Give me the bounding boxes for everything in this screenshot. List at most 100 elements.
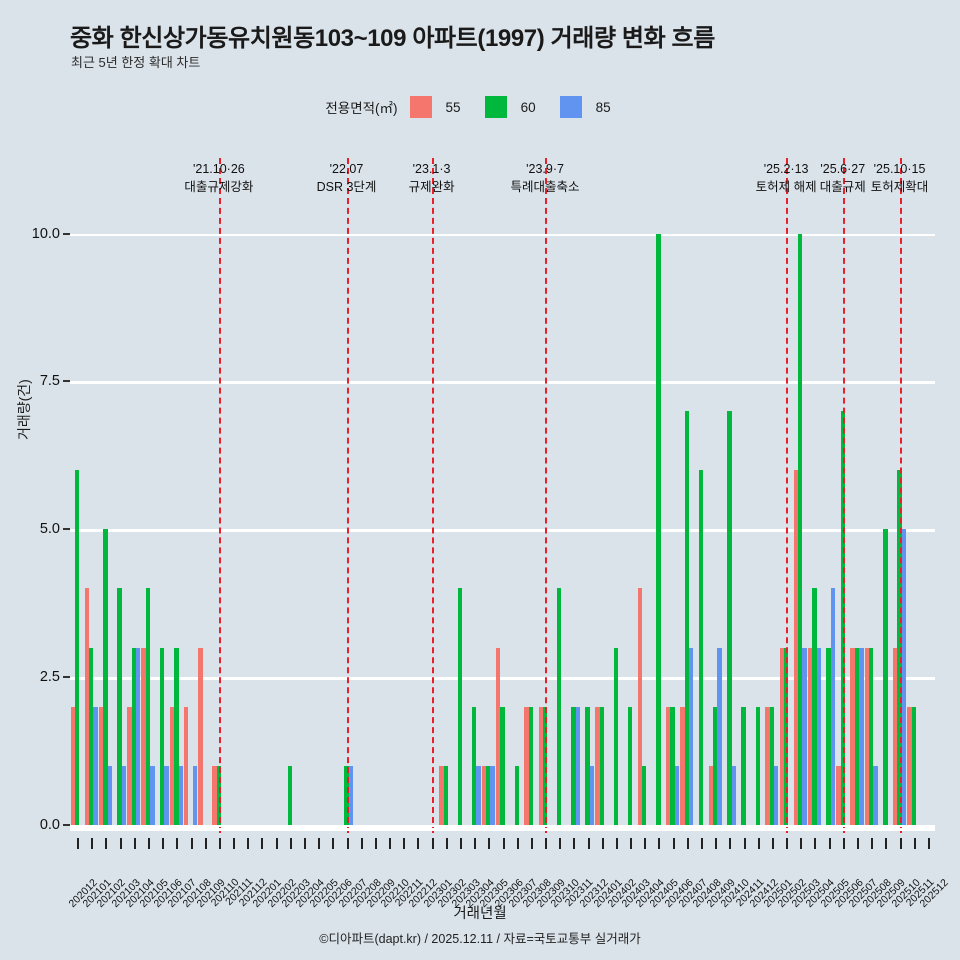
- bar[interactable]: [528, 706, 534, 825]
- bar[interactable]: [802, 647, 807, 825]
- bar[interactable]: [765, 706, 770, 825]
- bar[interactable]: [212, 765, 217, 825]
- bar[interactable]: [141, 647, 146, 825]
- bar[interactable]: [131, 647, 136, 825]
- bar[interactable]: [769, 706, 775, 825]
- bar[interactable]: [84, 588, 90, 825]
- bar[interactable]: [689, 647, 694, 825]
- bar[interactable]: [826, 647, 831, 825]
- bar[interactable]: [514, 765, 519, 825]
- bar[interactable]: [830, 588, 836, 825]
- bar[interactable]: [595, 706, 600, 825]
- bar[interactable]: [74, 470, 80, 825]
- bar[interactable]: [779, 647, 784, 825]
- bar[interactable]: [901, 529, 907, 825]
- bar[interactable]: [774, 765, 779, 825]
- bar[interactable]: [627, 706, 633, 825]
- bar[interactable]: [674, 765, 680, 825]
- bar[interactable]: [642, 765, 647, 825]
- bar[interactable]: [287, 765, 292, 825]
- bar[interactable]: [670, 706, 675, 825]
- bar[interactable]: [589, 765, 595, 825]
- bar[interactable]: [807, 647, 813, 825]
- bar[interactable]: [713, 706, 718, 825]
- bar[interactable]: [798, 233, 803, 825]
- bar[interactable]: [524, 706, 529, 825]
- bar[interactable]: [486, 765, 491, 825]
- bar[interactable]: [192, 765, 198, 825]
- bar[interactable]: [656, 233, 661, 825]
- bar[interactable]: [117, 588, 122, 825]
- bar[interactable]: [575, 706, 580, 825]
- bar[interactable]: [571, 706, 576, 825]
- bar[interactable]: [680, 706, 685, 825]
- bar[interactable]: [836, 765, 841, 825]
- legend-label-55: 55: [445, 99, 461, 115]
- bar[interactable]: [103, 529, 108, 825]
- bar[interactable]: [127, 706, 132, 825]
- bar[interactable]: [93, 706, 98, 825]
- bar[interactable]: [538, 706, 543, 825]
- legend-item-85[interactable]: 85: [559, 96, 625, 118]
- bar[interactable]: [344, 765, 349, 825]
- bar[interactable]: [812, 588, 817, 825]
- bar[interactable]: [159, 647, 165, 825]
- bar[interactable]: [911, 706, 916, 825]
- bar[interactable]: [457, 588, 463, 825]
- bar[interactable]: [198, 647, 203, 825]
- bar[interactable]: [178, 765, 183, 825]
- bar[interactable]: [755, 706, 760, 825]
- bar[interactable]: [708, 765, 714, 825]
- bar[interactable]: [184, 706, 189, 825]
- bar[interactable]: [98, 706, 104, 825]
- bar[interactable]: [490, 765, 495, 825]
- bar[interactable]: [495, 647, 501, 825]
- bar[interactable]: [883, 529, 888, 825]
- bar[interactable]: [864, 647, 869, 825]
- bar[interactable]: [164, 765, 169, 825]
- bar[interactable]: [666, 706, 671, 825]
- bar[interactable]: [599, 706, 604, 825]
- bar[interactable]: [684, 411, 689, 825]
- bar[interactable]: [145, 588, 151, 825]
- bar[interactable]: [637, 588, 643, 825]
- bar[interactable]: [471, 706, 477, 825]
- bar[interactable]: [850, 647, 855, 825]
- bar[interactable]: [585, 706, 590, 825]
- bar[interactable]: [873, 765, 878, 825]
- bar[interactable]: [169, 706, 175, 825]
- bar[interactable]: [150, 765, 155, 825]
- bar[interactable]: [717, 647, 722, 825]
- bar[interactable]: [174, 647, 179, 825]
- legend-item-55[interactable]: 55: [409, 96, 475, 118]
- bar[interactable]: [869, 647, 874, 825]
- bar[interactable]: [816, 647, 821, 825]
- bar[interactable]: [613, 647, 619, 825]
- bar[interactable]: [89, 647, 94, 825]
- bar[interactable]: [893, 647, 898, 825]
- bar[interactable]: [348, 765, 354, 825]
- bar[interactable]: [439, 765, 444, 825]
- bar[interactable]: [793, 470, 799, 825]
- bar[interactable]: [107, 765, 112, 825]
- bar[interactable]: [557, 588, 562, 825]
- bar[interactable]: [121, 765, 127, 825]
- y-tick-label-2.5: 2.5: [39, 669, 60, 686]
- x-tick-mark: [417, 838, 420, 849]
- bar[interactable]: [481, 765, 487, 825]
- bar[interactable]: [731, 765, 736, 825]
- bar[interactable]: [135, 647, 141, 825]
- bar[interactable]: [70, 706, 75, 825]
- legend-item-60[interactable]: 60: [484, 96, 550, 118]
- bar[interactable]: [741, 706, 746, 825]
- bar[interactable]: [907, 706, 912, 825]
- bar[interactable]: [698, 470, 704, 825]
- bar[interactable]: [859, 647, 864, 825]
- bar[interactable]: [500, 706, 505, 825]
- bar[interactable]: [476, 765, 481, 825]
- bar[interactable]: [727, 411, 732, 825]
- bar[interactable]: [854, 647, 860, 825]
- bar[interactable]: [897, 470, 902, 825]
- bar[interactable]: [443, 765, 448, 825]
